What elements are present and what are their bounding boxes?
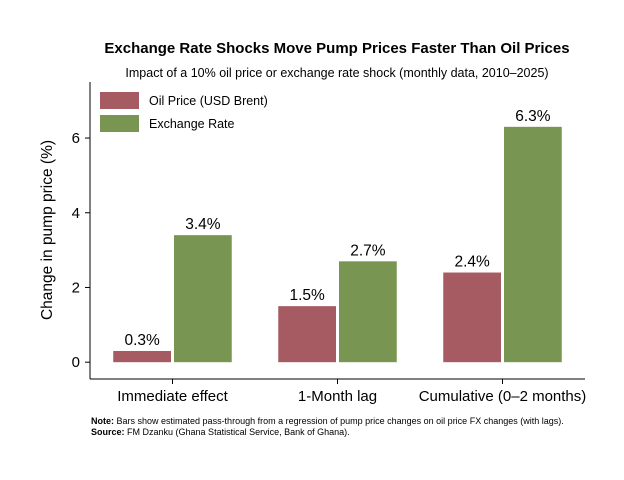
bar [504, 126, 562, 363]
bar [339, 261, 397, 363]
x-tick-label: Immediate effect [117, 388, 228, 405]
chart-subtitle: Impact of a 10% oil price or exchange ra… [125, 66, 548, 80]
bar-data-label: 2.7% [350, 242, 386, 259]
x-tick-label: 1-Month lag [298, 388, 377, 405]
source-label: Source: [91, 426, 125, 437]
legend-swatch [100, 92, 139, 109]
bar [278, 306, 336, 363]
legend-label: Oil Price (USD Brent) [149, 94, 268, 108]
source-text: FM Dzanku (Ghana Statistical Service, Ba… [127, 426, 350, 437]
legend: Oil Price (USD Brent) Exchange Rate [100, 92, 268, 132]
axes: 0 2 4 6 Immediate effect 1-Month lag Cumulativ… [72, 82, 587, 405]
y-axis-label: Change in pump price (%) [39, 140, 56, 320]
bar [174, 235, 232, 363]
chart-title: Exchange Rate Shocks Move Pump Prices Fa… [104, 40, 569, 57]
y-tick-label: 6 [72, 130, 80, 147]
note-text: Bars show estimated pass-through from a … [116, 416, 564, 426]
bar-data-label: 1.5% [289, 287, 325, 304]
bar-data-label: 0.3% [124, 332, 160, 349]
legend-label: Exchange Rate [149, 117, 235, 131]
y-tick-label: 0 [72, 354, 80, 371]
chart: Exchange Rate Shocks Move Pump Prices Fa… [39, 40, 587, 405]
note-label: Note: [91, 416, 114, 426]
y-tick-label: 2 [72, 279, 80, 296]
bar [443, 272, 501, 363]
chart-note: Note: Bars show estimated pass-through f… [91, 416, 564, 437]
y-tick-label: 4 [72, 205, 80, 222]
bar [113, 350, 171, 363]
bars: 0.3% 3.4% 1.5% 2.7% 2.4% 6.3% [113, 108, 562, 363]
bar-data-label: 2.4% [454, 254, 490, 271]
legend-swatch [100, 115, 139, 132]
bar-data-label: 3.4% [185, 216, 221, 233]
bar-data-label: 6.3% [515, 108, 551, 125]
x-tick-label: Cumulative (0–2 months) [419, 388, 587, 405]
